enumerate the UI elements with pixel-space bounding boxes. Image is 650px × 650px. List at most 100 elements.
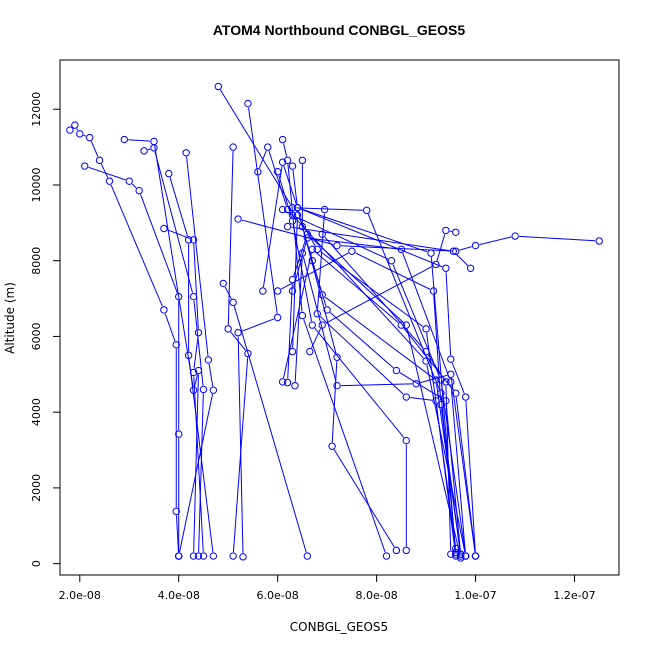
- data-point: [437, 376, 445, 384]
- series-4: [140, 144, 208, 560]
- y-axis-label: Altitude (m): [3, 282, 17, 354]
- data-point: [209, 552, 218, 560]
- data-point: [308, 321, 316, 329]
- series-segment: [248, 107, 278, 314]
- data-point: [298, 311, 307, 320]
- data-point: [471, 552, 480, 560]
- data-point: [234, 215, 242, 223]
- data-point: [432, 397, 440, 405]
- series-segment: [519, 235, 596, 242]
- data-point: [412, 380, 420, 388]
- data-point: [189, 552, 198, 560]
- data-point: [392, 366, 401, 375]
- series-segment: [293, 241, 307, 288]
- data-point: [189, 292, 198, 301]
- data-point: [194, 328, 203, 337]
- data-point: [456, 554, 465, 562]
- x-tick-label: 2.0e-08: [59, 589, 101, 602]
- series-5: [165, 169, 218, 560]
- series-segment: [258, 150, 267, 169]
- data-point: [392, 546, 401, 555]
- series-segment: [227, 151, 234, 325]
- series-segment: [430, 257, 456, 551]
- series-segment: [241, 219, 334, 245]
- data-point: [293, 211, 302, 219]
- data-point: [219, 279, 227, 288]
- series-29: [293, 203, 480, 560]
- x-tick-label: 1.2e-07: [553, 589, 595, 602]
- series-segment: [435, 404, 456, 553]
- data-point: [244, 99, 252, 108]
- series-segment: [285, 211, 290, 214]
- data-point: [427, 249, 435, 257]
- x-tick-label: 6.0e-08: [257, 589, 299, 602]
- data-point: [234, 328, 242, 337]
- series-layer: [66, 82, 603, 562]
- series-segment: [402, 252, 450, 379]
- series-segment: [140, 194, 178, 294]
- data-point: [209, 386, 218, 394]
- series-segment: [312, 264, 327, 307]
- series-segment: [302, 256, 337, 382]
- series-segment: [110, 184, 163, 307]
- data-point: [125, 177, 133, 185]
- series-segment: [331, 361, 338, 443]
- data-point: [184, 351, 193, 360]
- data-point: [278, 378, 287, 386]
- series-segment: [208, 363, 214, 387]
- series-segment: [289, 212, 424, 359]
- series-segment: [100, 163, 109, 178]
- data-point: [303, 552, 312, 560]
- data-point: [239, 553, 247, 561]
- data-point: [165, 169, 173, 178]
- data-point: [264, 143, 272, 151]
- series-segment: [403, 327, 454, 391]
- data-point: [595, 237, 603, 245]
- data-point: [461, 393, 470, 401]
- y-tick-label: 8000: [30, 247, 43, 275]
- series-segment: [154, 151, 194, 293]
- data-point: [313, 310, 321, 318]
- series-segment: [164, 313, 176, 342]
- data-point: [150, 144, 158, 152]
- data-point: [320, 205, 329, 214]
- data-point: [278, 158, 287, 166]
- data-point: [85, 133, 94, 142]
- x-tick-label: 1.0e-07: [454, 589, 496, 602]
- data-point: [449, 247, 457, 255]
- data-point: [442, 378, 450, 386]
- y-tick-label: 6000: [30, 322, 43, 350]
- x-tick-label: 8.0e-08: [355, 589, 397, 602]
- series-19: [283, 230, 465, 562]
- series-segment: [292, 169, 298, 204]
- series-segment: [83, 134, 87, 137]
- data-point: [402, 436, 410, 445]
- series-segment: [282, 253, 312, 379]
- series-7: [175, 149, 218, 560]
- series-25: [306, 226, 460, 356]
- series-segment: [333, 449, 395, 548]
- data-point: [308, 256, 316, 265]
- data-point: [466, 264, 475, 272]
- data-point: [397, 321, 406, 329]
- data-point: [447, 355, 455, 363]
- data-point: [81, 162, 89, 170]
- series-23: [313, 205, 460, 560]
- series-segment: [315, 251, 399, 323]
- data-point: [229, 143, 237, 151]
- data-point: [288, 162, 297, 170]
- data-point: [437, 400, 445, 409]
- series-segment: [287, 283, 293, 379]
- data-point: [306, 347, 314, 356]
- series-segment: [287, 164, 303, 312]
- series-3: [120, 135, 203, 560]
- series-segment: [90, 141, 99, 157]
- series-segment: [433, 294, 442, 401]
- y-tick-label: 12000: [30, 92, 43, 127]
- data-point: [447, 378, 455, 386]
- data-point: [175, 552, 183, 560]
- series-segment: [440, 383, 466, 553]
- data-point: [160, 224, 168, 233]
- series-1: [66, 121, 183, 560]
